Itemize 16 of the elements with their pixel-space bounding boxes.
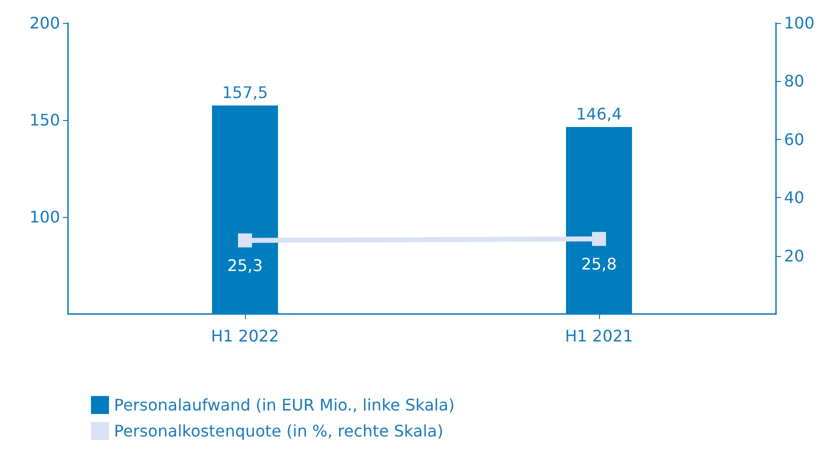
- y2-tick-label: 60: [784, 130, 804, 149]
- data-label: 157,5: [222, 82, 268, 102]
- y-tick-label: 150: [29, 110, 60, 130]
- x-tick-label: H1 2021: [564, 326, 634, 346]
- y2-tick-label: 80: [784, 72, 804, 91]
- data-label: 146,4: [576, 104, 622, 124]
- y2-tick-label: 20: [784, 246, 804, 266]
- y2-tick-label: 100: [784, 14, 815, 32]
- y-tick-label: 200: [29, 14, 60, 32]
- data-label: 25,8: [581, 254, 617, 274]
- x-tick-label: H1 2022: [210, 326, 280, 346]
- legend-label: Personalaufwand (in EUR Mio., linke Skala): [114, 396, 455, 414]
- y-tick-label: 100: [29, 208, 60, 226]
- legend-label: Personalkostenquote (in %, rechte Skala): [114, 422, 444, 440]
- data-label: 25,3: [227, 256, 263, 275]
- y2-tick-label: 40: [784, 188, 804, 208]
